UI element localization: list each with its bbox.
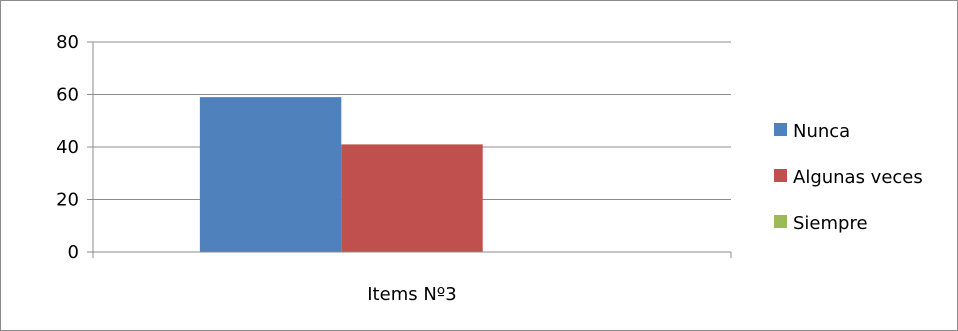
legend: Nunca Algunas veces Siempre [774,121,923,234]
y-tick-label: 60 [56,85,79,106]
y-tick-label: 20 [56,190,79,211]
legend-swatch [774,215,787,228]
x-category-label: Items Nº3 [367,284,456,305]
legend-label: Algunas veces [793,167,923,188]
legend-swatch [774,123,787,136]
legend-swatch [774,169,787,182]
legend-label: Nunca [793,121,850,142]
x-axis [92,42,732,258]
bar-algunas-veces [341,144,483,252]
bars [199,97,483,252]
bar-nunca [199,97,342,252]
y-axis-ticks: 0 20 40 60 80 [56,32,93,263]
y-tick-label: 80 [56,32,79,53]
x-axis-labels: Items Nº3 [367,284,456,305]
legend-label: Siempre [793,213,868,234]
y-tick-label: 40 [56,137,79,158]
y-tick-label: 0 [68,242,79,263]
